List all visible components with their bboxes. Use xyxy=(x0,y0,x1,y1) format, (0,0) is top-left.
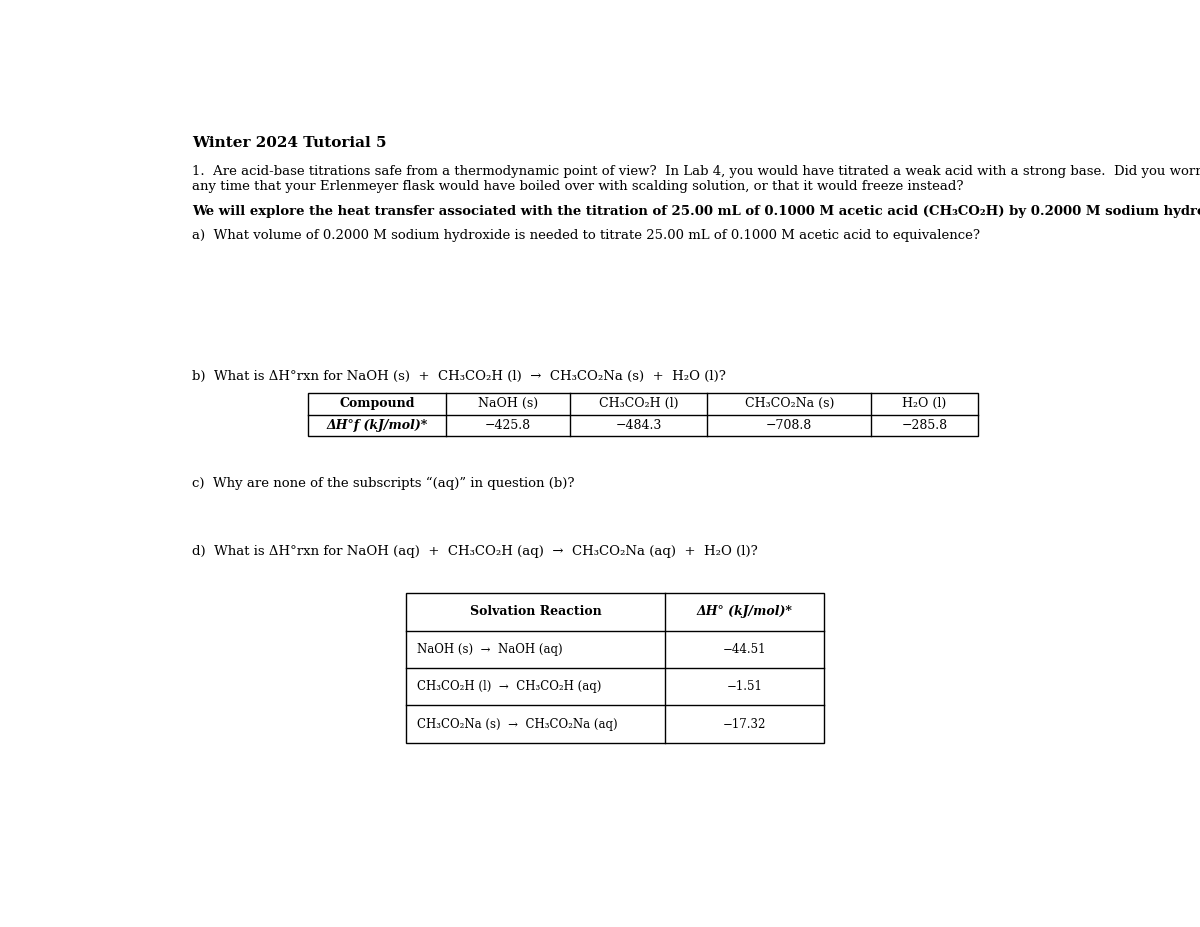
Text: d)  What is ΔH°rxn for NaOH (aq)  +  CH₃CO₂H (aq)  →  CH₃CO₂Na (aq)  +  H₂O (l)?: d) What is ΔH°rxn for NaOH (aq) + CH₃CO₂… xyxy=(192,545,757,558)
Text: NaOH (s)  →  NaOH (aq): NaOH (s) → NaOH (aq) xyxy=(416,642,563,655)
Text: −44.51: −44.51 xyxy=(722,642,767,655)
Text: −285.8: −285.8 xyxy=(901,419,948,432)
Text: ΔH° (kJ/mol)*: ΔH° (kJ/mol)* xyxy=(697,605,793,618)
Text: Solvation Reaction: Solvation Reaction xyxy=(469,605,601,618)
Text: a)  What volume of 0.2000 M sodium hydroxide is needed to titrate 25.00 mL of 0.: a) What volume of 0.2000 M sodium hydrox… xyxy=(192,229,980,242)
Bar xyxy=(406,593,824,743)
Text: −17.32: −17.32 xyxy=(724,717,767,730)
Text: c)  Why are none of the subscripts “(aq)” in question (b)?: c) Why are none of the subscripts “(aq)”… xyxy=(192,476,575,490)
Text: any time that your Erlenmeyer flask would have boiled over with scalding solutio: any time that your Erlenmeyer flask woul… xyxy=(192,181,964,194)
Text: ΔH°f (kJ/mol)*: ΔH°f (kJ/mol)* xyxy=(326,419,427,432)
Text: CH₃CO₂H (l)  →  CH₃CO₂H (aq): CH₃CO₂H (l) → CH₃CO₂H (aq) xyxy=(416,680,601,693)
Text: 1.  Are acid-base titrations safe from a thermodynamic point of view?  In Lab 4,: 1. Are acid-base titrations safe from a … xyxy=(192,165,1200,178)
Text: −1.51: −1.51 xyxy=(727,680,763,693)
Text: CH₃CO₂H (l): CH₃CO₂H (l) xyxy=(599,398,678,411)
Text: Winter 2024 Tutorial 5: Winter 2024 Tutorial 5 xyxy=(192,136,386,150)
Text: We will explore the heat transfer associated with the titration of 25.00 mL of 0: We will explore the heat transfer associ… xyxy=(192,205,1200,218)
Text: b)  What is ΔH°rxn for NaOH (s)  +  CH₃CO₂H (l)  →  CH₃CO₂Na (s)  +  H₂O (l)?: b) What is ΔH°rxn for NaOH (s) + CH₃CO₂H… xyxy=(192,370,726,383)
Text: CH₃CO₂Na (s): CH₃CO₂Na (s) xyxy=(744,398,834,411)
Text: H₂O (l): H₂O (l) xyxy=(902,398,947,411)
Text: NaOH (s): NaOH (s) xyxy=(478,398,538,411)
Text: −708.8: −708.8 xyxy=(766,419,812,432)
Bar xyxy=(308,393,978,436)
Text: −484.3: −484.3 xyxy=(616,419,661,432)
Text: −425.8: −425.8 xyxy=(485,419,530,432)
Text: CH₃CO₂Na (s)  →  CH₃CO₂Na (aq): CH₃CO₂Na (s) → CH₃CO₂Na (aq) xyxy=(416,717,618,730)
Text: Compound: Compound xyxy=(340,398,414,411)
